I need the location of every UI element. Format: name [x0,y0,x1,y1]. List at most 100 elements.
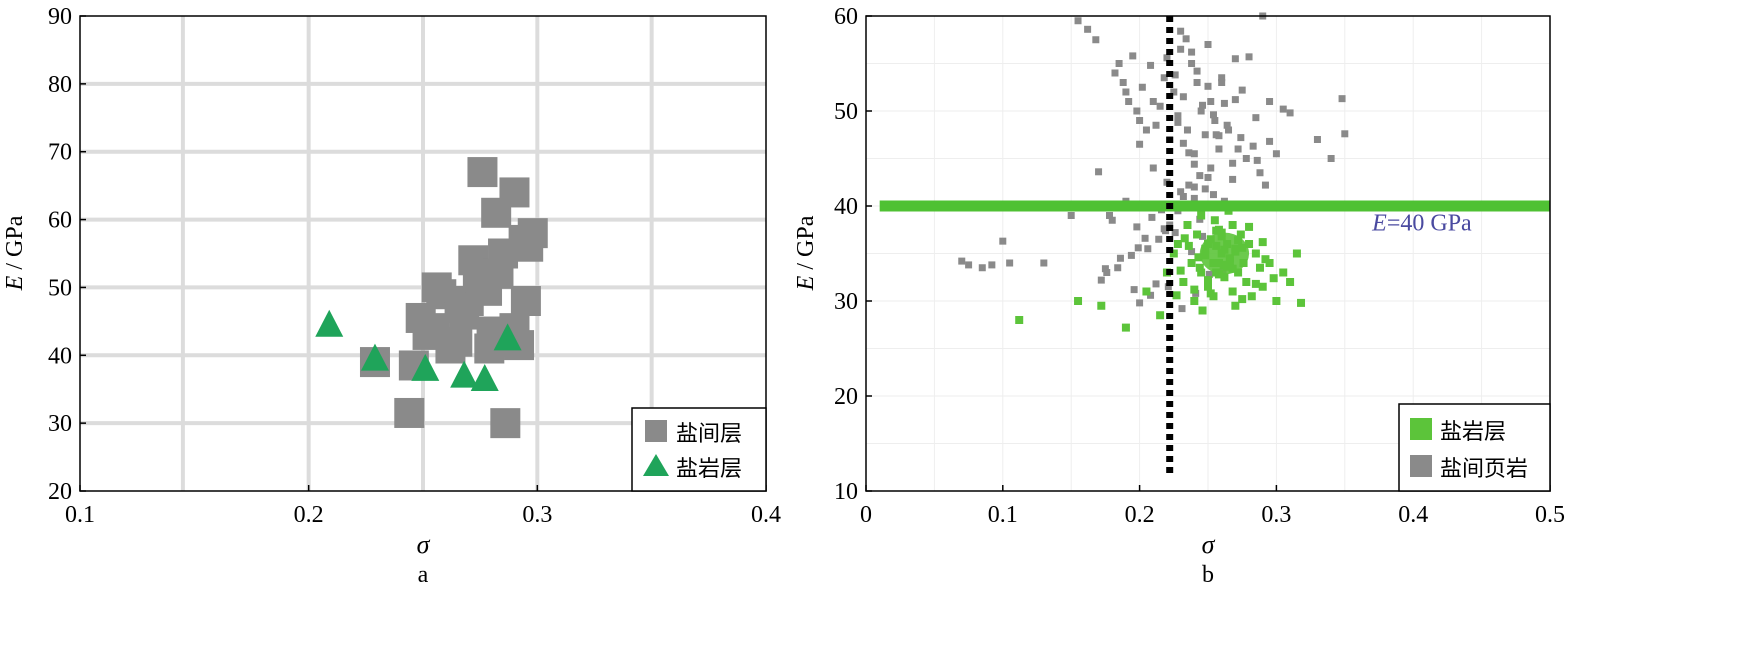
panel-b-point-salt [1097,301,1106,310]
panel-b-x-tick-label: 0.1 [988,502,1018,528]
panel-b-point-salt [1228,264,1237,273]
panel-a-y-axis-label-unit: / GPa [2,215,28,275]
panel-b-point-shale [1114,264,1122,272]
panel-b-point-shale [1164,283,1172,291]
panel-b-point-shale [1142,126,1150,134]
panel-b-point-shale [1170,88,1178,96]
panel-b-point-salt [1195,263,1204,272]
panel-b-point-shale [965,261,973,269]
panel-b-point-shale [1155,235,1163,243]
panel-b-point-salt [1214,259,1223,267]
panel-a-y-tick-label: 90 [48,4,72,30]
panel-b-point-shale [1209,191,1217,199]
panel-b-point-shale [1183,126,1191,134]
panel-b-point-salt [1184,241,1193,250]
panel-b-point-shale [1185,149,1193,157]
panel-a-point-salt [411,353,440,381]
panel-a-x-tick-label: 0.2 [294,502,324,528]
panel-b-y-tick-label: 30 [834,289,858,315]
panel-b-point-shale [1231,96,1239,104]
panel-b-point-shale [1097,276,1105,284]
panel-a-point-interlayer [510,286,541,316]
panel-b-point-salt [1231,301,1240,310]
panel-b-point-shale [1177,45,1185,53]
panel-b-point-salt [1258,282,1267,291]
panel-b-point-shale [1199,232,1207,240]
panel-b-point-salt [1212,241,1221,250]
panel-b-y-axis-label-symbol: E [793,275,819,291]
panel-b-point-salt [1142,287,1151,296]
panel-b-point-salt [1223,240,1232,248]
panel-b-point-shale [1204,174,1212,181]
panel-b-point-salt [1180,234,1189,243]
panel-b-x-tick-label: 0 [860,502,872,528]
panel-b-point-shale [1152,121,1160,129]
panel-a-point-interlayer [499,177,530,208]
panel-b-point-shale [1136,140,1144,148]
panel-b-point-salt [1194,253,1203,262]
panel-a-x-tick-labels: 0.1 0.2 0.3 0.4 [65,502,781,528]
panel-b-point-salt [1204,240,1212,248]
panel-b-point-shale [1207,98,1215,105]
panel-a-y-tick-label: 50 [48,275,72,301]
panel-b-point-shale [1162,227,1170,235]
panel-a-point-salt [360,343,389,371]
panel-b-point-salt [1197,211,1206,220]
panel-b-x-tick-label: 0.4 [1398,502,1428,528]
panel-b-point-shale [1182,35,1190,43]
panel-b-point-salt [1209,259,1218,267]
panel-b-point-shale [1223,121,1231,129]
panel-b-point-salt [1265,259,1274,267]
panel-b-point-salt [1228,287,1237,296]
panel-b-point-salt [1234,268,1243,277]
panel-b-point-salt [1206,235,1215,244]
panel-b-legend-label-shale: 盐间页岩 [1440,456,1528,481]
panel-b-point-salt [1247,292,1256,301]
panel-b-point-salt [1258,238,1267,247]
panel-a-legend: 盐间层 盐岩层 [631,407,767,492]
panel-b-point-salt [1239,259,1248,267]
panel-a-legend-label-salt: 盐岩层 [676,456,742,481]
panel-b-point-shale [1261,181,1269,189]
panel-b-point-salt [1261,255,1270,264]
panel-b-point-shale [999,237,1007,245]
panel-b-point-salt [1245,222,1254,231]
panel-b-point-shale [1179,193,1187,200]
panel-b-point-shale [1122,88,1130,96]
panel-a-y-axis-label-symbol: E [2,275,28,291]
panel-b-point-shale [1197,107,1205,115]
panel-b-point-shale [1229,159,1237,167]
panel-b-legend-marker-shale [1410,455,1432,477]
panel-b-point-shale [1205,270,1213,278]
panel-b-point-shale [1338,95,1346,103]
panel-a-y-axis-label: E / GPa [2,215,28,291]
panel-b-point-shale [1209,111,1217,119]
panel-b-point-shale [1201,131,1209,139]
panel-b-point-shale [1127,251,1135,259]
panel-b-point-shale [1152,280,1160,288]
panel-b-point-salt [1234,236,1243,245]
panel-b-y-tick-label: 10 [834,479,858,505]
panel-b-point-shale [1147,291,1155,299]
panel-b-point-shale [1220,99,1228,107]
panel-b-point-salt [1074,297,1083,305]
panel-b-point-shale [1188,60,1196,67]
panel-a-y-tick-label: 20 [48,479,72,505]
panel-a-point-interlayer [517,218,548,249]
panel-a-x-axis-label: σ [417,530,431,559]
panel-b-point-shale [1138,83,1146,91]
panel-a-point-salt [470,364,499,392]
panel-b-point-shale [1136,117,1144,124]
panel-b-point-shale [1125,98,1133,105]
panel-b-point-shale [1163,54,1171,62]
panel-b-point-shale [1266,98,1274,105]
panel-b-point-shale [1207,164,1215,172]
panel-b-point-salt [1198,306,1207,315]
panel-b-point-salt [1204,282,1212,291]
panel-b-point-shale [1237,134,1245,142]
panel-b-point-salt [1279,268,1288,277]
panel-b-point-shale [1256,169,1264,177]
